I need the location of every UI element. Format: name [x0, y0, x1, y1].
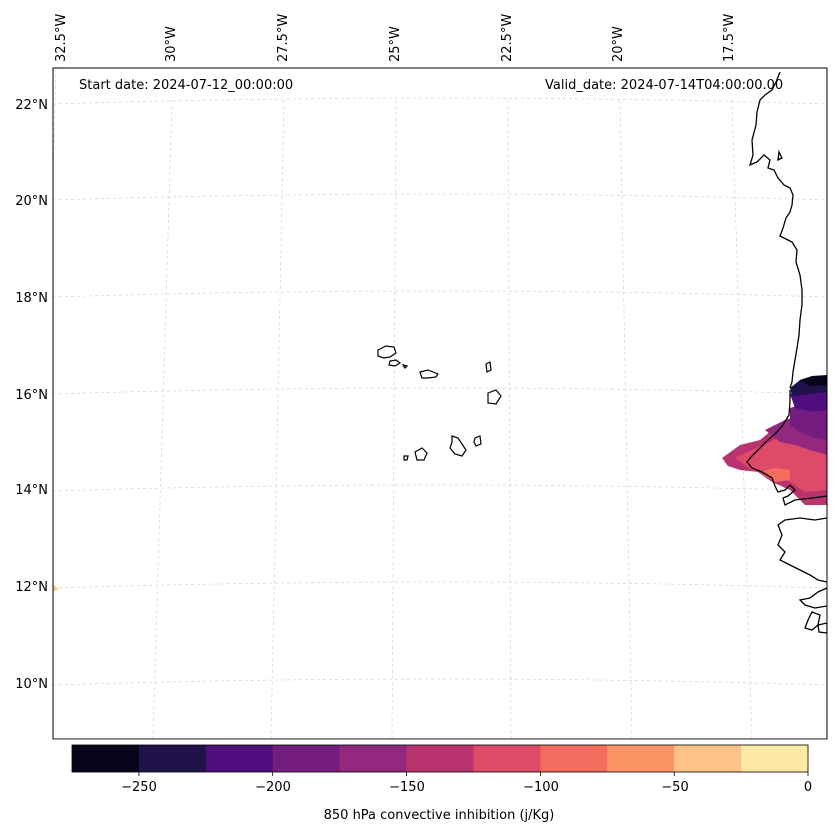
colorbar-swatch — [72, 745, 140, 772]
lon-label-32-5w: 32.5°W — [54, 13, 69, 62]
colorbar-tick-label: −50 — [661, 780, 689, 795]
lon-label-30w: 30°W — [164, 26, 179, 62]
meridian-27-5w — [270, 99, 285, 739]
island-fogo — [414, 447, 428, 461]
colorbar-swatch — [741, 745, 809, 772]
cin-band-minus-275 — [800, 375, 827, 386]
lon-label-27-5w: 27.5°W — [276, 13, 291, 62]
colorbar-swatch — [540, 745, 608, 772]
coastline-guinea-bissau — [777, 517, 827, 583]
meridian-20w — [619, 99, 633, 739]
cin-band-minus-100 — [760, 468, 790, 482]
island-brava — [403, 455, 409, 461]
coastline-sierra-leone — [817, 622, 827, 634]
meridian-22-5w — [507, 99, 512, 739]
island-sal — [485, 361, 492, 373]
colorbar-swatch — [339, 745, 408, 772]
colorbar-tick-label: −250 — [121, 780, 157, 795]
parallel-10n — [53, 678, 827, 686]
island-maio — [473, 435, 482, 447]
colorbar-swatch — [607, 745, 675, 772]
lat-label-22n: 22°N — [15, 98, 48, 113]
lat-label-18n: 18°N — [15, 291, 48, 306]
coastline-guinea — [798, 587, 827, 609]
start-date-label: Start date: 2024-07-12_00:00:00 — [79, 78, 294, 93]
graticule — [53, 68, 827, 739]
lon-label-17-5w: 17.5°W — [722, 13, 737, 62]
meridian-25w — [391, 99, 397, 739]
lon-label-25w: 25°W — [388, 26, 403, 62]
coastline-senegal — [746, 390, 827, 506]
island-sao-vicente — [388, 359, 402, 367]
coastline-mauritania — [748, 71, 803, 389]
lat-label-10n: 10°N — [15, 677, 48, 692]
colorbar-swatch — [674, 745, 742, 772]
colorbar-swatch — [205, 745, 274, 772]
lat-label-16n: 16°N — [15, 388, 48, 403]
colorbar-tick-label: −150 — [389, 780, 425, 795]
colorbar-swatch — [473, 745, 541, 772]
island-boa-vista — [487, 389, 502, 405]
island-santiago — [449, 435, 467, 457]
cin-contours — [53, 375, 827, 592]
parallel-12n — [53, 581, 827, 589]
colorbar-frame — [71, 744, 809, 773]
island-santa-luzia — [401, 364, 409, 369]
coastline-guinea-islands — [804, 611, 821, 631]
map-area — [53, 68, 827, 739]
parallel-20n — [53, 193, 827, 201]
parallel-14n — [53, 484, 827, 492]
colorbar-tick-marks — [138, 772, 809, 776]
colorbar-swatch — [272, 745, 341, 772]
parallel-22n — [53, 97, 827, 105]
colorbar-swatch — [406, 745, 474, 772]
cin-band-minus-25 — [53, 584, 58, 592]
colorbar-swatches — [72, 745, 809, 772]
cape-verde-islands — [377, 345, 502, 461]
island-santo-antao — [377, 345, 397, 359]
colorbar-tick-label: −200 — [255, 780, 291, 795]
coastline-inlet — [777, 149, 783, 162]
lat-label-12n: 12°N — [15, 580, 48, 595]
lat-label-20n: 20°N — [15, 194, 48, 209]
parallel-18n — [53, 290, 827, 298]
lat-label-14n: 14°N — [15, 483, 48, 498]
colorbar-tick-label: −100 — [523, 780, 559, 795]
colorbar-tick-label: 0 — [803, 780, 813, 795]
parallel-16n — [53, 387, 827, 395]
map-background — [53, 68, 827, 739]
lon-label-20w: 20°W — [611, 26, 626, 62]
meridian-32-5w — [53, 68, 57, 181]
coastlines — [746, 71, 827, 634]
island-sao-nicolau — [419, 369, 439, 379]
meridian-30w — [152, 99, 173, 739]
lon-label-22-5w: 22.5°W — [500, 13, 515, 62]
valid-date-label: Valid_date: 2024-07-14T04:00:00.00 — [545, 78, 784, 93]
colorbar-swatch — [138, 745, 207, 772]
colorbar-title: 850 hPa convective inhibition (j/Kg) — [323, 808, 555, 823]
meridian-17-5w — [731, 99, 753, 739]
